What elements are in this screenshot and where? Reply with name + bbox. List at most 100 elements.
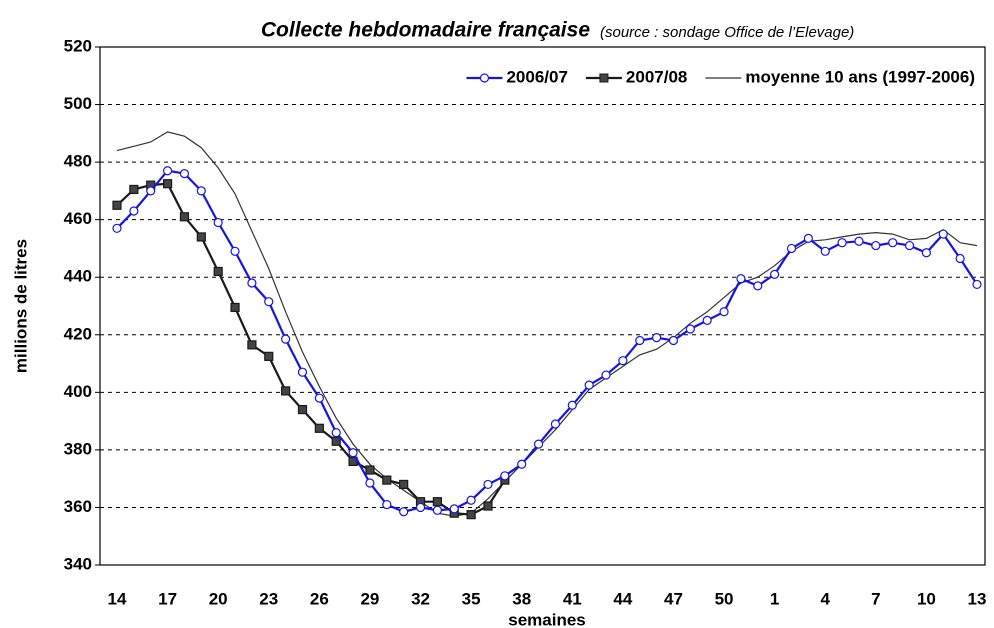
data-point — [432, 505, 442, 515]
y-tick-label: 360 — [64, 497, 92, 516]
data-point — [382, 475, 392, 485]
x-tick-label: 7 — [871, 589, 880, 608]
x-tick-label: 20 — [209, 589, 228, 608]
series-line — [116, 182, 506, 516]
data-point — [179, 212, 190, 222]
data-point — [449, 504, 459, 514]
series-line — [116, 131, 978, 517]
y-tick-label: 480 — [64, 152, 92, 171]
data-point — [719, 307, 729, 317]
data-point — [331, 428, 341, 438]
y-tick-label: 400 — [64, 382, 92, 401]
x-tick-label: 10 — [917, 589, 936, 608]
data-point — [432, 497, 442, 507]
x-tick-label: 41 — [563, 589, 582, 608]
legend-label: moyenne 10 ans (1997-2006) — [745, 67, 975, 86]
data-point — [567, 400, 577, 410]
data-point — [213, 266, 223, 277]
x-tick-label: 4 — [821, 589, 831, 608]
chart-title: Collecte hebdomadaire française — [261, 19, 590, 42]
y-axis-label: millions de litres — [11, 239, 30, 373]
data-point — [803, 233, 813, 243]
data-point — [264, 297, 274, 307]
x-tick-label: 32 — [411, 589, 430, 608]
data-point — [483, 501, 493, 511]
y-tick-label: 440 — [64, 267, 92, 286]
data-point — [685, 324, 695, 334]
data-point — [888, 238, 898, 248]
data-point — [129, 206, 139, 216]
data-point — [820, 246, 830, 256]
legend: 2006/07 2007/08 moyenne 10 ans (1997-2006) — [466, 67, 975, 86]
plot-frame — [99, 46, 986, 566]
x-tick-label: 13 — [968, 589, 987, 608]
data-point — [331, 436, 341, 446]
data-point — [736, 274, 746, 284]
data-point — [786, 243, 797, 254]
x-tick-label: 47 — [664, 589, 683, 608]
x-tick-label: 50 — [715, 589, 734, 608]
data-point — [938, 229, 948, 239]
y-tick-label: 420 — [64, 324, 92, 343]
data-point — [702, 315, 712, 325]
data-point — [196, 186, 206, 196]
x-axis-label: semaines — [508, 610, 586, 628]
data-point — [415, 502, 426, 513]
data-point — [972, 279, 982, 290]
x-tick-label: 1 — [770, 589, 779, 608]
y-tick-label: 520 — [64, 36, 92, 55]
data-point — [955, 253, 965, 264]
data-point — [618, 356, 628, 366]
x-tick-label: 44 — [613, 589, 632, 608]
x-tick-label: 17 — [158, 589, 177, 608]
chart-subtitle: (source : sondage Office de l’Elevage) — [600, 24, 854, 41]
data-point — [550, 419, 561, 429]
x-tick-label: 26 — [310, 589, 329, 608]
data-point — [247, 278, 257, 288]
legend-label: 2007/08 — [626, 67, 687, 86]
data-point — [230, 246, 240, 256]
data-point — [281, 386, 291, 396]
data-point — [314, 423, 324, 433]
x-tick-label: 38 — [512, 589, 531, 608]
data-point — [466, 510, 476, 520]
data-point — [635, 335, 645, 346]
legend-marker — [599, 73, 609, 83]
data-point — [466, 495, 476, 505]
x-tick-label: 29 — [360, 589, 379, 608]
data-point — [179, 169, 190, 179]
data-point — [601, 370, 611, 380]
data-point — [264, 351, 274, 361]
data-point — [112, 200, 122, 210]
data-point — [162, 166, 173, 176]
data-point — [247, 340, 257, 350]
x-tick-label: 35 — [462, 589, 481, 608]
data-point — [365, 465, 375, 475]
legend-marker — [479, 73, 490, 83]
data-point — [533, 439, 544, 449]
data-point — [854, 236, 864, 246]
data-point — [129, 184, 139, 195]
y-tick-label: 500 — [64, 94, 92, 113]
data-point — [146, 186, 156, 196]
data-point — [213, 217, 223, 228]
data-point — [871, 240, 881, 251]
data-point — [517, 459, 527, 469]
y-tick-label: 380 — [64, 439, 92, 458]
data-point — [162, 179, 173, 189]
data-point — [904, 240, 915, 251]
series-line — [116, 169, 978, 513]
data-point — [297, 367, 308, 377]
data-point — [837, 238, 847, 248]
data-point — [281, 334, 291, 344]
data-point — [483, 479, 493, 490]
data-point — [921, 248, 932, 258]
data-point — [770, 269, 780, 279]
data-point — [196, 232, 206, 242]
data-point — [399, 507, 409, 517]
legend-label: 2006/07 — [506, 67, 567, 86]
data-point — [584, 380, 594, 390]
data-point — [652, 333, 662, 343]
y-tick-label: 340 — [64, 554, 92, 573]
